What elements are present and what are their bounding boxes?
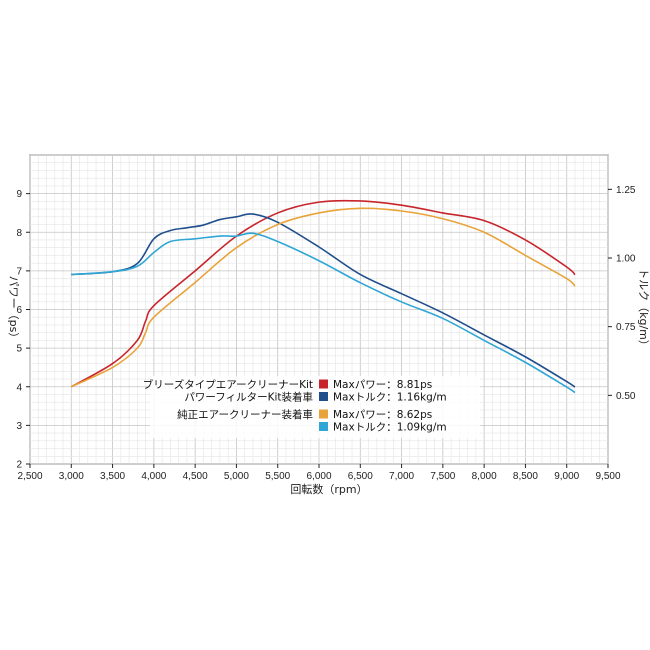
x-tick-label: 5,500 (265, 471, 290, 482)
legend-swatch (319, 422, 328, 431)
x-tick-label: 4,500 (183, 471, 208, 482)
y-axis-right-title: トルク（kg/m） (637, 268, 650, 351)
y-axis-right-ticks: 0.50 0.75 1.00 1.25 (608, 185, 636, 402)
y-left-tick-label: 4 (16, 382, 22, 393)
legend-group-label: ブリーズタイプエアークリーナーKit (143, 378, 313, 391)
y-left-tick-label: 9 (16, 189, 22, 200)
legend-entry-label: Maxパワー：8.81ps (333, 379, 432, 391)
legend-swatch (319, 409, 328, 419)
legend-group-label: パワーフィルターKit装着車 (184, 391, 313, 404)
y-left-tick-label: 7 (16, 266, 22, 277)
y-right-tick-label: 1.00 (616, 254, 636, 265)
x-tick-label: 7,000 (389, 471, 414, 482)
legend-entry-label: Maxトルク：1.16kg/m (333, 392, 447, 404)
x-tick-label: 9,500 (595, 471, 620, 482)
x-axis-title: 回転数（rpm） (290, 483, 367, 496)
y-left-tick-label: 5 (16, 344, 22, 355)
legend-entry-label: Maxトルク：1.09kg/m (333, 422, 447, 434)
y-left-tick-label: 8 (16, 228, 22, 239)
legend-swatch (319, 379, 328, 389)
x-tick-label: 7,500 (430, 471, 455, 482)
grid (29, 154, 609, 465)
y-right-tick-label: 0.50 (616, 391, 636, 402)
x-tick-label: 6,500 (348, 471, 373, 482)
y-left-tick-label: 2 (16, 460, 22, 471)
x-tick-label: 2,500 (17, 471, 42, 482)
y-axis-left-title: パワー（ps） (7, 276, 20, 344)
y-right-tick-label: 0.75 (616, 322, 636, 333)
y-left-tick-label: 6 (16, 305, 22, 316)
legend-swatch (319, 392, 328, 401)
x-tick-label: 3,500 (100, 471, 125, 482)
x-tick-label: 6,000 (306, 471, 331, 482)
series-line-4 (71, 232, 576, 394)
legend-background (150, 376, 480, 438)
y-right-tick-label: 1.25 (616, 185, 636, 196)
series-line-1 (70, 199, 576, 388)
y-left-tick-label: 3 (16, 421, 22, 432)
series-lines (70, 199, 576, 394)
x-tick-label: 5,000 (224, 471, 249, 482)
series-line-3 (70, 207, 576, 388)
legend-entry-label: Maxパワー：8.62ps (333, 409, 432, 421)
legend-group-label: 純正エアークリーナー装着車 (177, 408, 313, 421)
x-tick-label: 4,000 (141, 471, 166, 482)
x-tick-label: 8,500 (513, 471, 538, 482)
x-tick-label: 8,000 (472, 471, 497, 482)
x-tick-label: 3,000 (59, 471, 84, 482)
x-tick-label: 9,000 (554, 471, 579, 482)
x-axis-ticks: 2,500 3,000 3,500 4,000 4,500 5,000 5,500 6,000… (17, 464, 621, 482)
y-axis-left-ticks: 2 3 4 5 6 7 8 9 (16, 189, 30, 471)
series-line-2 (71, 213, 576, 388)
